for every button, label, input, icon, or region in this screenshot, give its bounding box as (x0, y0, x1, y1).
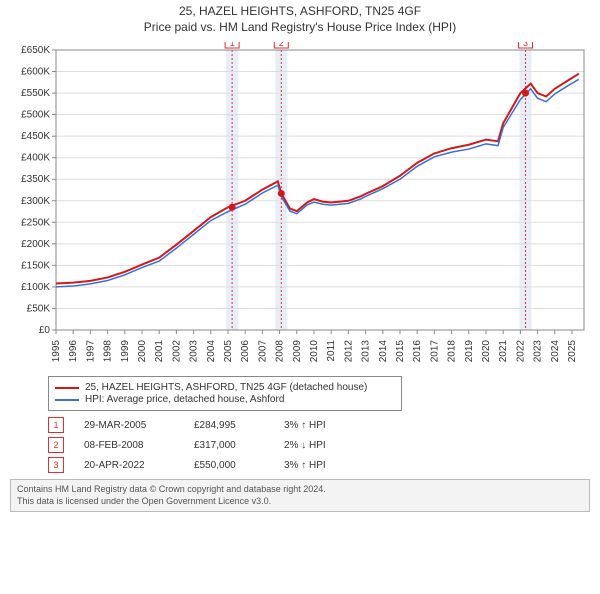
svg-text:2008: 2008 (275, 340, 286, 363)
legend-item: HPI: Average price, detached house, Ashf… (55, 394, 395, 405)
svg-text:£400K: £400K (21, 153, 50, 164)
svg-text:2013: 2013 (361, 340, 372, 363)
svg-text:£200K: £200K (21, 239, 50, 250)
legend-label: 25, HAZEL HEIGHTS, ASHFORD, TN25 4GF (de… (85, 382, 367, 393)
svg-text:£500K: £500K (21, 110, 50, 121)
svg-text:2014: 2014 (378, 340, 389, 363)
svg-text:2020: 2020 (481, 340, 492, 363)
svg-text:2015: 2015 (395, 340, 406, 363)
svg-text:2019: 2019 (464, 340, 475, 363)
sale-row: 3 20-APR-2022 £550,000 3% ↑ HPI (48, 457, 590, 473)
legend-swatch (55, 399, 79, 401)
sale-date: 20-APR-2022 (84, 460, 174, 471)
svg-text:2010: 2010 (309, 340, 320, 363)
svg-text:£250K: £250K (21, 217, 50, 228)
sale-price: £550,000 (194, 460, 264, 471)
sale-row: 1 29-MAR-2005 £284,995 3% ↑ HPI (48, 417, 590, 433)
footer-line2: This data is licensed under the Open Gov… (17, 496, 583, 508)
svg-text:£100K: £100K (21, 282, 50, 293)
svg-text:£650K: £650K (21, 45, 50, 56)
title-subtitle: Price paid vs. HM Land Registry's House … (0, 20, 600, 34)
svg-text:£150K: £150K (21, 260, 50, 271)
svg-text:2024: 2024 (550, 340, 561, 363)
svg-text:£300K: £300K (21, 196, 50, 207)
svg-text:£450K: £450K (21, 131, 50, 142)
svg-text:1996: 1996 (68, 340, 79, 363)
legend: 25, HAZEL HEIGHTS, ASHFORD, TN25 4GF (de… (48, 376, 402, 411)
sale-marker: 1 (48, 417, 64, 433)
svg-text:1: 1 (230, 42, 235, 48)
svg-text:2004: 2004 (206, 340, 217, 363)
svg-text:2023: 2023 (533, 340, 544, 363)
svg-text:2018: 2018 (447, 340, 458, 363)
svg-text:2022: 2022 (515, 340, 526, 363)
footer-attribution: Contains HM Land Registry data © Crown c… (10, 479, 590, 512)
legend-swatch (55, 387, 79, 389)
svg-text:2011: 2011 (326, 340, 337, 362)
svg-text:£0: £0 (39, 325, 51, 336)
svg-text:2016: 2016 (412, 340, 423, 363)
svg-text:£350K: £350K (21, 174, 50, 185)
svg-text:3: 3 (523, 42, 528, 48)
sales-table: 1 29-MAR-2005 £284,995 3% ↑ HPI 2 08-FEB-2008… (48, 417, 590, 473)
sale-row: 2 08-FEB-2008 £317,000 2% ↓ HPI (48, 437, 590, 453)
svg-text:2025: 2025 (567, 340, 578, 363)
svg-text:2000: 2000 (137, 340, 148, 363)
chart-svg: 1 2 3 £0 £50K £100K £150K £200K £250K £300K £350K £… (10, 42, 590, 372)
svg-text:1997: 1997 (85, 340, 96, 363)
sale-marker: 3 (48, 457, 64, 473)
svg-text:2007: 2007 (257, 340, 268, 363)
footer-line1: Contains HM Land Registry data © Crown c… (17, 484, 583, 496)
svg-text:1995: 1995 (51, 340, 62, 363)
sale-price: £284,995 (194, 420, 264, 431)
sale-marker: 2 (48, 437, 64, 453)
svg-text:2012: 2012 (343, 340, 354, 363)
svg-text:£600K: £600K (21, 67, 50, 78)
svg-text:1998: 1998 (103, 340, 114, 363)
svg-text:2005: 2005 (223, 340, 234, 363)
svg-text:1999: 1999 (120, 340, 131, 363)
svg-text:£550K: £550K (21, 88, 50, 99)
title-block: 25, HAZEL HEIGHTS, ASHFORD, TN25 4GF Pri… (0, 4, 600, 34)
sale-date: 08-FEB-2008 (84, 440, 174, 451)
svg-text:2021: 2021 (498, 340, 509, 363)
sale-price: £317,000 (194, 440, 264, 451)
svg-text:2002: 2002 (171, 340, 182, 363)
svg-text:2017: 2017 (429, 340, 440, 363)
svg-text:£50K: £50K (27, 303, 51, 314)
svg-text:2009: 2009 (292, 340, 303, 363)
legend-item: 25, HAZEL HEIGHTS, ASHFORD, TN25 4GF (de… (55, 382, 395, 393)
legend-label: HPI: Average price, detached house, Ashf… (85, 394, 284, 405)
sale-date: 29-MAR-2005 (84, 420, 174, 431)
svg-text:2003: 2003 (189, 340, 200, 363)
svg-text:2001: 2001 (154, 340, 165, 363)
sale-diff: 2% ↓ HPI (284, 440, 364, 451)
chart: 1 2 3 £0 £50K £100K £150K £200K £250K £300K £350K £… (10, 42, 590, 372)
svg-text:2006: 2006 (240, 340, 251, 363)
sale-diff: 3% ↑ HPI (284, 420, 364, 431)
svg-text:2: 2 (279, 42, 284, 48)
title-address: 25, HAZEL HEIGHTS, ASHFORD, TN25 4GF (0, 4, 600, 18)
sale-diff: 3% ↑ HPI (284, 460, 364, 471)
